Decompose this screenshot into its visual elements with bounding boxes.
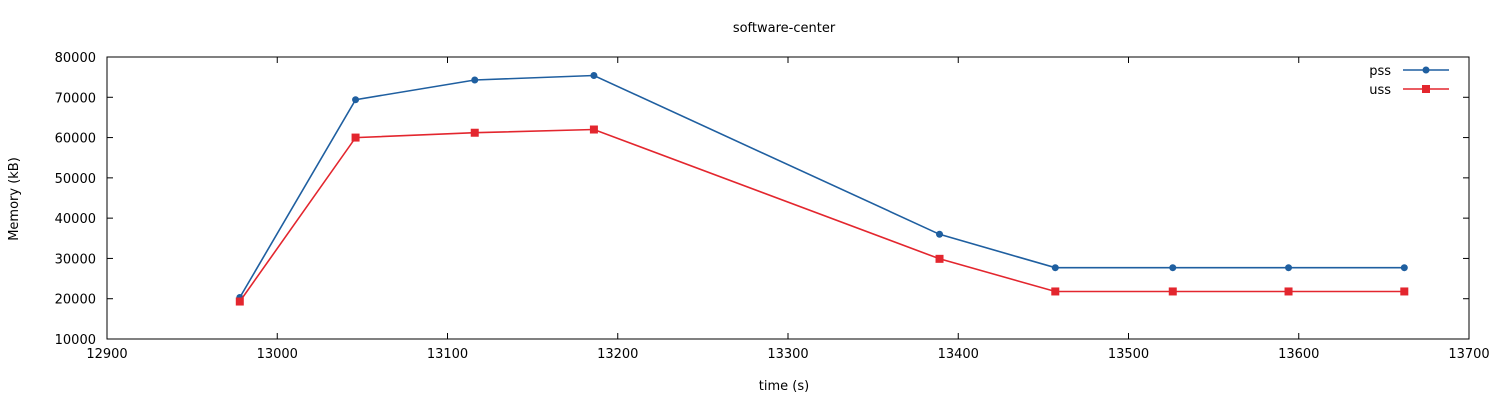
y-tick-label: 10000 <box>55 333 96 348</box>
data-point-uss <box>351 133 360 142</box>
x-tick-label: 13000 <box>257 347 298 362</box>
data-point-uss <box>1168 287 1177 296</box>
data-point-uss <box>470 128 479 137</box>
data-point-pss <box>352 96 360 104</box>
plot-frame <box>106 56 1470 340</box>
x-axis-label: time (s) <box>759 379 809 394</box>
x-tick-label: 13400 <box>938 347 979 362</box>
data-point-pss <box>1051 264 1059 272</box>
series-line-pss <box>239 74 1405 298</box>
y-tick-label: 20000 <box>55 293 96 308</box>
data-point-uss <box>1400 287 1409 296</box>
data-point-uss <box>235 297 244 306</box>
y-tick-label: 70000 <box>55 91 96 106</box>
data-point-uss <box>935 254 944 263</box>
plot-area <box>235 72 1409 306</box>
data-point-pss <box>1400 264 1408 272</box>
chart-title: software-center <box>733 21 836 36</box>
x-tick-label: 13100 <box>427 347 468 362</box>
legend-marker-pss <box>1422 66 1430 74</box>
legend: pss uss <box>1369 64 1449 98</box>
series-pss <box>236 72 1408 302</box>
data-point-uss <box>1051 287 1060 296</box>
x-axis: 12900 13000 13100 13200 13300 13400 13500 13600… <box>86 57 1490 362</box>
y-tick-label: 50000 <box>55 172 96 187</box>
legend-marker-uss <box>1422 85 1430 93</box>
x-tick-label: 13500 <box>1108 347 1149 362</box>
series-uss <box>235 125 1409 306</box>
data-point-pss <box>590 72 598 80</box>
x-tick-label: 13200 <box>597 347 638 362</box>
data-point-pss <box>1285 264 1293 272</box>
y-axis-label: Memory (kB) <box>7 157 22 241</box>
legend-label-pss: pss <box>1369 64 1391 79</box>
y-axis: 10000 20000 30000 40000 50000 60000 70000 80000 <box>55 51 1469 348</box>
data-point-pss <box>1169 264 1177 272</box>
y-tick-label: 40000 <box>55 212 96 227</box>
legend-label-uss: uss <box>1369 83 1391 98</box>
y-tick-label: 30000 <box>55 252 96 267</box>
series-line-uss <box>239 128 1405 302</box>
data-point-pss <box>936 230 944 238</box>
data-point-uss <box>589 125 598 134</box>
y-tick-label: 80000 <box>55 51 96 66</box>
x-tick-label: 13700 <box>1448 347 1489 362</box>
x-tick-label: 13600 <box>1278 347 1319 362</box>
y-tick-label: 60000 <box>55 132 96 147</box>
data-point-pss <box>471 76 479 84</box>
x-tick-label: 13300 <box>767 347 808 362</box>
x-tick-label: 12900 <box>86 347 127 362</box>
data-point-uss <box>1284 287 1293 296</box>
